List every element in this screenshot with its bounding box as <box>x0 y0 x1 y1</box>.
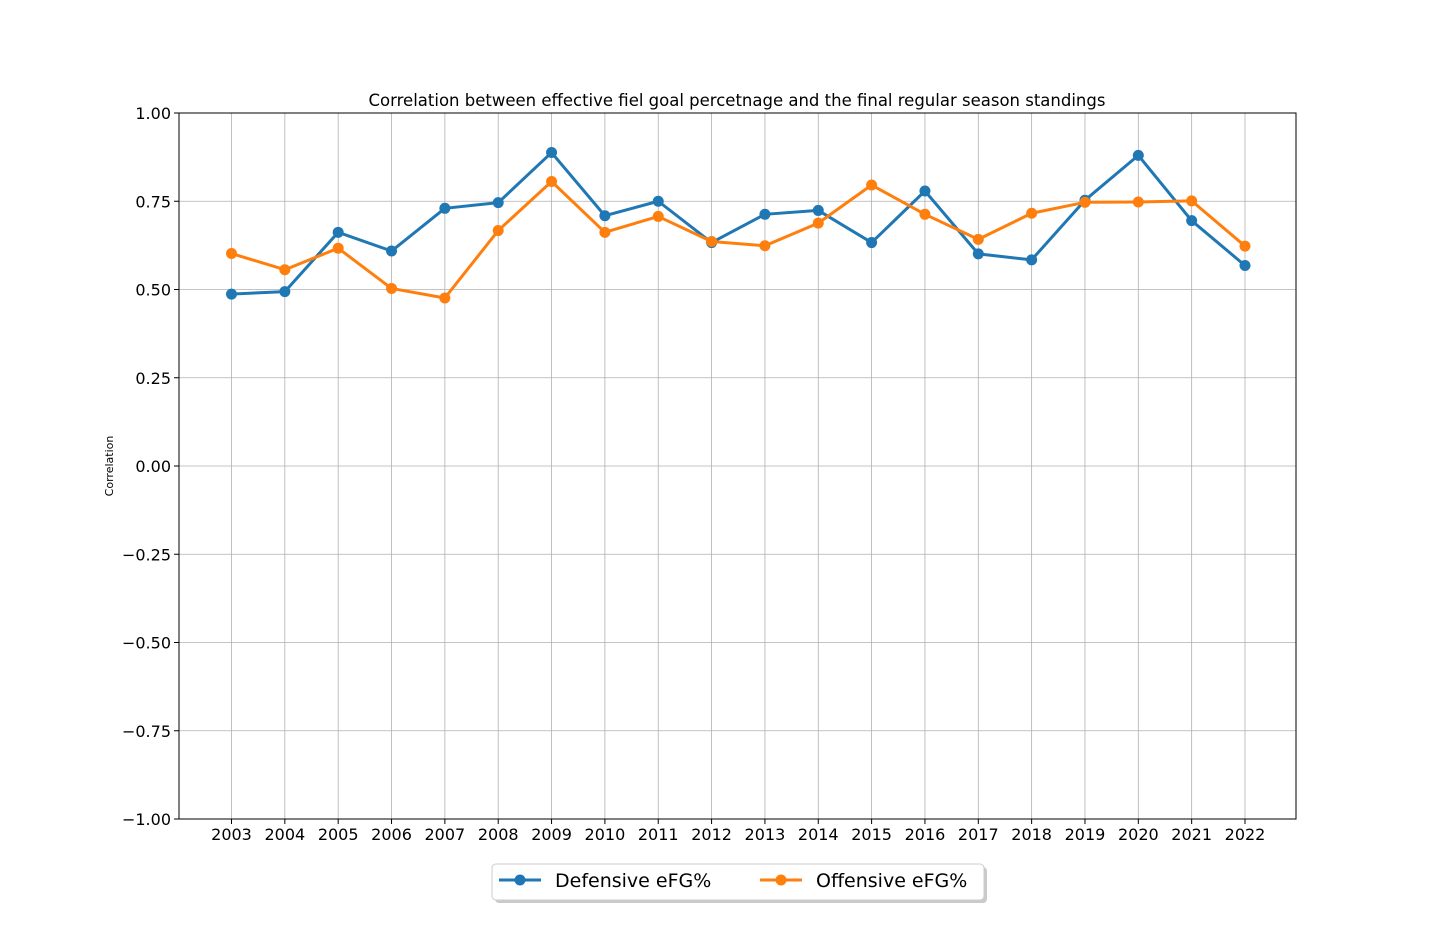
series-line <box>229 151 1248 296</box>
chart-title: Correlation between effective fiel goal … <box>369 91 1106 110</box>
data-point <box>279 286 291 298</box>
data-point <box>972 248 984 260</box>
data-point <box>332 242 344 254</box>
series-layer <box>226 147 1251 304</box>
legend-label: Defensive eFG% <box>555 870 711 892</box>
data-point <box>1239 240 1251 252</box>
data-point <box>972 233 984 245</box>
y-tick-label: 0.00 <box>135 457 171 476</box>
y-tick-label: −1.00 <box>122 810 171 829</box>
data-point <box>1132 196 1144 208</box>
data-point <box>919 185 931 197</box>
data-point <box>599 210 611 222</box>
data-point <box>759 240 771 252</box>
data-point <box>919 208 931 220</box>
x-tick-label: 2016 <box>905 825 946 844</box>
series-line <box>229 179 1248 300</box>
legend-label: Offensive eFG% <box>816 870 967 892</box>
data-point <box>492 197 504 209</box>
x-tick-label: 2022 <box>1225 825 1266 844</box>
y-tick-label: 0.50 <box>135 281 171 300</box>
x-tick-label: 2007 <box>425 825 466 844</box>
data-point <box>812 217 824 229</box>
data-point <box>1026 207 1038 219</box>
x-axis-ticks: 2003 2004 2005 2006 2007 2008 2009 2010 2011 2012… <box>211 819 1265 844</box>
series-offensive-efg <box>226 175 1251 304</box>
legend-marker <box>775 874 787 886</box>
data-point <box>1186 215 1198 227</box>
data-point <box>439 202 451 214</box>
legend-marker <box>514 874 526 886</box>
data-point <box>546 147 558 159</box>
y-tick-label: 1.00 <box>135 104 171 123</box>
data-point <box>866 179 878 191</box>
data-point <box>226 247 237 259</box>
data-point <box>1026 254 1038 266</box>
x-tick-label: 2015 <box>851 825 892 844</box>
x-tick-label: 2021 <box>1171 825 1212 844</box>
data-point <box>439 292 451 304</box>
data-point <box>652 195 664 207</box>
y-tick-label: −0.25 <box>122 545 171 564</box>
x-tick-label: 2004 <box>264 825 305 844</box>
x-tick-label: 2012 <box>691 825 732 844</box>
x-tick-label: 2017 <box>958 825 999 844</box>
legend-box <box>491 863 985 901</box>
data-point <box>386 245 398 257</box>
data-point <box>1186 195 1198 207</box>
x-tick-label: 2018 <box>1011 825 1052 844</box>
data-point <box>652 210 664 222</box>
data-point <box>492 225 504 237</box>
data-point <box>332 226 344 238</box>
data-point <box>759 208 771 220</box>
x-tick-label: 2005 <box>318 825 359 844</box>
x-tick-label: 2003 <box>211 825 252 844</box>
data-point <box>1239 259 1251 271</box>
x-tick-label: 2010 <box>585 825 626 844</box>
legend-entry: Offensive eFG% <box>760 870 967 892</box>
y-tick-label: 0.25 <box>135 369 171 388</box>
data-point <box>279 264 291 276</box>
data-point <box>812 204 824 216</box>
y-axis-label: Correlation <box>103 436 116 497</box>
y-tick-label: −0.50 <box>122 634 171 653</box>
plot-frame <box>178 112 1297 820</box>
y-tick-label: −0.75 <box>122 722 171 741</box>
x-tick-label: 2008 <box>478 825 519 844</box>
x-tick-label: 2006 <box>371 825 412 844</box>
legend-entry: Defensive eFG% <box>499 870 711 892</box>
y-axis-ticks: −1.00 −0.75 −0.50 −0.25 0.00 0.25 0.50 0.75 1.00 <box>122 104 179 829</box>
data-point <box>546 175 558 187</box>
x-tick-label: 2011 <box>638 825 679 844</box>
x-tick-label: 2009 <box>531 825 572 844</box>
data-point <box>706 235 718 247</box>
x-tick-label: 2019 <box>1065 825 1106 844</box>
legend-entries: Defensive eFG% Offensive eFG% <box>499 870 967 892</box>
x-tick-label: 2020 <box>1118 825 1159 844</box>
data-point <box>599 226 611 238</box>
x-tick-label: 2013 <box>745 825 786 844</box>
y-tick-label: 0.75 <box>135 192 171 211</box>
x-tick-label: 2014 <box>798 825 839 844</box>
data-point <box>1132 149 1144 161</box>
data-point <box>1079 196 1091 208</box>
data-point <box>866 237 878 249</box>
data-point <box>386 282 398 294</box>
data-point <box>226 288 237 300</box>
legend: Defensive eFG% Offensive eFG% <box>491 863 987 903</box>
